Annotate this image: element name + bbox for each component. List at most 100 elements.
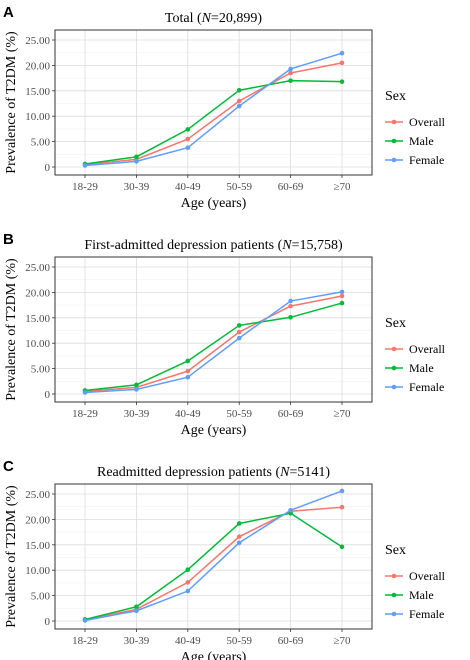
data-point-female: [339, 50, 345, 56]
plot-panel: [54, 29, 373, 176]
x-tick-label: 40-49: [175, 408, 201, 420]
series-line-female: [84, 52, 343, 167]
legend-key-point-overall: [391, 346, 397, 352]
x-tick-label: 60-69: [278, 181, 304, 193]
data-point-male: [288, 78, 293, 83]
chart-title: First-admitted depression patients (N=15…: [84, 238, 343, 253]
data-point-overall: [185, 136, 191, 142]
y-tick-label: 5.00: [31, 591, 51, 603]
x-tick-label: ≥70: [333, 635, 351, 647]
data-point-female: [236, 103, 242, 109]
legend-title: Sex: [385, 89, 406, 104]
data-point-female: [185, 374, 191, 380]
x-tick-label: 30-39: [124, 635, 150, 647]
data-point-female: [82, 163, 88, 168]
x-tick-label: 50-59: [226, 635, 252, 647]
legend-key-point-male: [391, 592, 397, 598]
data-point-male: [134, 604, 139, 610]
data-point-female: [288, 66, 293, 72]
x-tick-label: 40-49: [175, 181, 201, 193]
x-tick-label: 18-29: [72, 408, 98, 420]
legend-label-female: Female: [409, 380, 444, 394]
y-axis-label: Prevalence of T2DM (%): [4, 31, 19, 174]
y-tick-label: 0: [45, 616, 51, 628]
x-tick-label: ≥70: [333, 181, 351, 193]
x-tick-label: 60-69: [278, 635, 304, 647]
y-tick-label: 20.00: [25, 287, 50, 299]
legend-key-point-overall: [391, 119, 397, 125]
legend-key-point-female: [391, 384, 397, 390]
y-tick-label: 5.00: [31, 364, 51, 376]
data-point-female: [134, 159, 139, 164]
x-tick-label: 30-39: [124, 408, 150, 420]
series-line-overall: [84, 62, 343, 166]
legend-label-female: Female: [409, 607, 444, 621]
series-line-male: [84, 302, 343, 392]
data-point-overall: [288, 303, 293, 309]
y-tick-label: 10.00: [25, 111, 50, 123]
legend-key-point-female: [391, 611, 397, 617]
y-tick-label: 15.00: [25, 540, 50, 552]
data-point-overall: [236, 98, 242, 104]
data-point-male: [185, 358, 191, 364]
chart-title-suffix: =15,758): [292, 238, 343, 253]
panel-letter: C: [3, 458, 14, 475]
legend-key-point-male: [391, 365, 397, 371]
legend-label-male: Male: [409, 361, 434, 375]
series-line-male: [84, 512, 343, 621]
data-point-male: [288, 314, 293, 320]
legend-key-point-overall: [391, 573, 397, 579]
data-point-overall: [339, 60, 345, 66]
data-point-overall: [185, 580, 191, 585]
plot-panel: [54, 483, 373, 630]
legend-key-point-female: [391, 157, 397, 163]
data-point-overall: [236, 329, 242, 335]
legend-label-overall: Overall: [409, 569, 446, 583]
x-axis-label: Age (years): [181, 196, 247, 211]
chart-panel-c: C Readmitted depression patients (N=5141)…: [3, 458, 446, 660]
series-line-overall: [84, 506, 343, 621]
data-point-male: [134, 382, 139, 388]
data-point-male: [236, 323, 242, 328]
legend-title: Sex: [385, 316, 406, 331]
legend-label-female: Female: [409, 153, 444, 167]
chart-panel-a: A Total (N=20,899) 0 5.00 10.00 15.00 20.00 25.…: [3, 4, 446, 211]
y-tick-label: 10.00: [25, 338, 50, 350]
chart-title-suffix: =5141): [289, 465, 330, 480]
y-tick-label: 0: [45, 389, 51, 401]
x-tick-label: 30-39: [124, 181, 150, 193]
x-tick-label: 60-69: [278, 408, 304, 420]
data-point-male: [185, 567, 191, 572]
series-line-female: [84, 490, 343, 622]
data-point-female: [82, 618, 88, 623]
data-point-female: [185, 588, 191, 594]
chart-title-suffix: =20,899): [211, 11, 262, 26]
data-point-female: [82, 390, 88, 395]
series-line-male: [84, 79, 343, 165]
legend-label-male: Male: [409, 588, 434, 602]
x-axis-label: Age (years): [181, 423, 247, 438]
y-tick-label: 5.00: [31, 137, 51, 149]
data-point-female: [134, 387, 139, 392]
legend-title: Sex: [385, 543, 406, 558]
y-axis-label: Prevalence of T2DM (%): [4, 485, 19, 628]
data-point-female: [288, 507, 293, 513]
data-point-male: [236, 521, 242, 526]
chart-title-italic: N: [279, 465, 290, 480]
data-point-male: [134, 154, 139, 160]
y-tick-label: 20.00: [25, 514, 50, 526]
chart-title-prefix: Total (: [165, 11, 202, 26]
legend-label-overall: Overall: [409, 342, 446, 356]
data-point-female: [236, 540, 242, 546]
data-point-male: [339, 79, 345, 84]
chart-title-italic: N: [281, 238, 292, 253]
data-point-male: [236, 87, 242, 93]
chart-title-italic: N: [201, 11, 212, 26]
panel-letter: B: [3, 231, 14, 248]
data-point-female: [134, 608, 139, 614]
x-tick-label: 40-49: [175, 635, 201, 647]
data-point-overall: [236, 534, 242, 539]
data-point-overall: [339, 293, 345, 299]
x-tick-label: ≥70: [333, 408, 351, 420]
